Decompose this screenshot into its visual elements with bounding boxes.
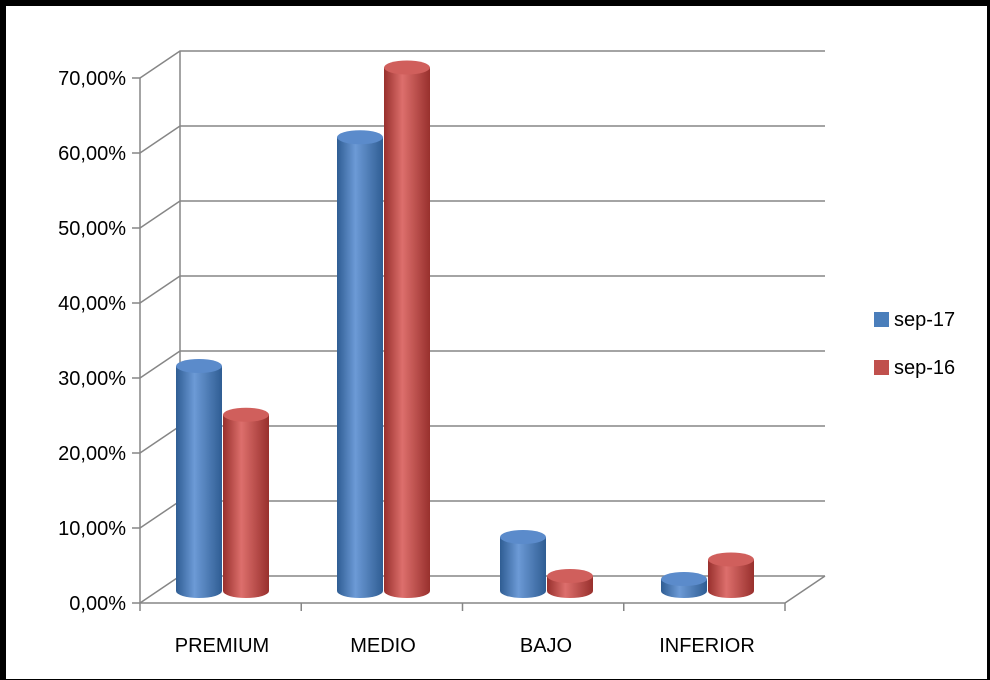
y-tick-label: 40,00% [58, 293, 126, 315]
bar-medio-sep-17 [337, 130, 383, 598]
bar-body [223, 414, 269, 598]
y-tick-label: 50,00% [58, 218, 126, 240]
legend-item-sep-16: sep-16 [874, 357, 955, 379]
bar-top [661, 572, 707, 586]
legend-label: sep-17 [894, 309, 955, 331]
gridline [139, 350, 825, 379]
bar-chart: 0,00% 10,00% 20,00% 30,00% 40,00% 50,00% 60,00… [58, 50, 955, 657]
legend-swatch [874, 312, 889, 327]
legend-swatch [874, 360, 889, 375]
x-tick-label: PREMIUM [175, 635, 269, 657]
gridline [139, 275, 825, 304]
bars [176, 60, 754, 598]
bar-inferior-sep-17 [661, 572, 707, 598]
y-tick-label: 20,00% [58, 443, 126, 465]
bar-body [176, 366, 222, 598]
bar-top [176, 359, 222, 373]
gridline [139, 50, 825, 79]
bar-body [500, 537, 546, 598]
legend-item-sep-17: sep-17 [874, 309, 955, 331]
y-tick-label: 10,00% [58, 518, 126, 540]
bar-body [708, 559, 754, 598]
y-tick-label: 0,00% [69, 593, 126, 615]
gridline [139, 200, 825, 229]
bar-bajo-sep-16 [547, 569, 593, 598]
bar-inferior-sep-16 [708, 552, 754, 598]
x-tick-label: INFERIOR [659, 635, 755, 657]
y-tick-label: 60,00% [58, 143, 126, 165]
bar-body [384, 67, 430, 598]
bar-body [337, 137, 383, 598]
y-tick-label: 70,00% [58, 68, 126, 90]
bar-premium-sep-17 [176, 359, 222, 598]
bar-medio-sep-16 [384, 60, 430, 598]
legend: sep-17 sep-16 [874, 309, 955, 379]
y-tick-labels: 0,00% 10,00% 20,00% 30,00% 40,00% 50,00% 60,00… [58, 68, 126, 615]
legend-label: sep-16 [894, 357, 955, 379]
x-tick-label: BAJO [520, 635, 572, 657]
x-tick-labels: PREMIUM MEDIO BAJO INFERIOR [175, 635, 755, 657]
bar-top [337, 130, 383, 145]
gridline [139, 125, 825, 154]
x-tick-label: MEDIO [350, 635, 416, 657]
bar-top [547, 569, 593, 583]
y-tick-label: 30,00% [58, 368, 126, 390]
bar-top [500, 530, 546, 544]
bar-bajo-sep-17 [500, 530, 546, 598]
bar-top [708, 552, 754, 567]
bar-top [384, 60, 430, 75]
bar-top [223, 407, 269, 422]
bar-premium-sep-16 [223, 407, 269, 598]
